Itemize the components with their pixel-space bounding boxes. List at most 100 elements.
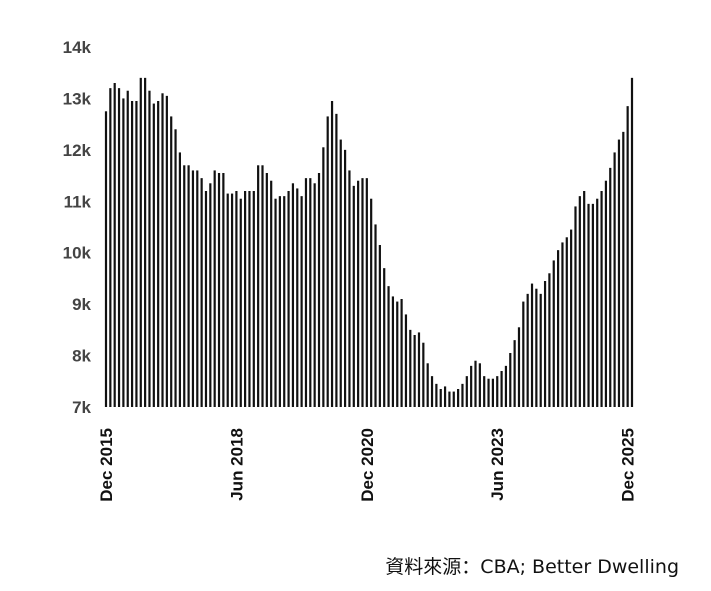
bar [574,206,577,407]
bar [374,224,377,407]
bar [478,363,481,407]
bar [152,103,155,407]
y-tick-label: 12k [63,141,92,160]
bar [209,183,212,407]
y-tick-label: 10k [63,244,92,263]
bar [187,165,190,407]
bar [352,185,355,407]
bar [483,376,486,407]
bar [496,376,499,407]
bar [204,191,208,407]
bar [317,173,321,407]
bar [144,77,147,408]
bar [557,250,560,407]
bar [235,191,238,407]
y-tick-label: 11k [64,192,92,211]
bar [304,178,308,407]
bar [626,106,629,407]
bar [439,389,442,407]
y-tick-label: 7k [72,398,91,417]
bar [283,196,286,407]
bar [122,98,125,408]
bar [157,101,160,407]
bar [135,101,138,407]
bar [426,363,429,407]
bar [561,242,564,407]
y-tick-label: 8k [72,347,91,366]
bar [113,83,116,407]
bar [596,198,599,407]
bar [591,203,594,407]
bar [548,273,551,407]
bar [200,178,203,407]
bar [287,191,290,407]
bar [343,149,347,408]
bar [326,116,329,408]
bar [583,191,586,407]
bar [196,170,199,407]
bar [500,371,503,407]
bar [361,178,364,407]
bar [509,353,512,407]
bar [130,101,134,407]
bar [457,389,460,407]
bar [491,378,494,407]
bar [600,191,603,407]
bar [257,165,260,407]
bars [104,77,634,408]
bar [530,283,534,407]
y-tick-label: 14k [63,38,92,57]
bar [339,139,342,407]
bar [313,183,316,407]
bar [461,383,464,407]
bar [226,193,229,407]
bar [422,342,425,407]
bar [526,293,529,407]
bar [465,376,468,407]
bar [435,383,438,407]
bar [274,198,277,407]
bar [178,152,181,407]
bar [270,180,273,407]
bar [104,111,108,407]
bar [139,77,142,408]
bar [448,391,451,407]
bar [248,191,251,407]
bar [417,332,421,407]
bar [474,360,477,407]
bar [335,113,338,408]
bar [613,152,616,407]
bar [252,191,255,407]
bar [543,281,547,407]
bar [578,196,581,407]
x-tick-label: Jun 2018 [227,428,246,501]
bar [365,178,368,407]
bar [370,198,373,407]
bar [517,327,521,407]
bar [126,90,129,408]
bar [265,173,268,407]
bar [348,170,351,407]
bar [230,193,234,407]
bar [622,131,625,408]
bar [117,88,121,407]
bar [213,170,216,407]
bar [191,170,195,407]
bar [383,268,386,407]
x-tick-label: Dec 2020 [358,428,377,502]
bar [174,129,177,408]
x-tick-label: Jun 2023 [488,428,507,501]
bar [539,293,542,407]
bar [244,191,247,407]
bar [587,203,590,407]
bar [296,188,299,407]
bar [170,116,173,408]
x-tick-label: Dec 2025 [619,428,638,502]
bar [183,165,186,407]
bar [300,196,303,407]
bar [470,365,473,407]
bar [609,167,612,407]
bar [604,180,608,407]
bar [487,378,490,407]
